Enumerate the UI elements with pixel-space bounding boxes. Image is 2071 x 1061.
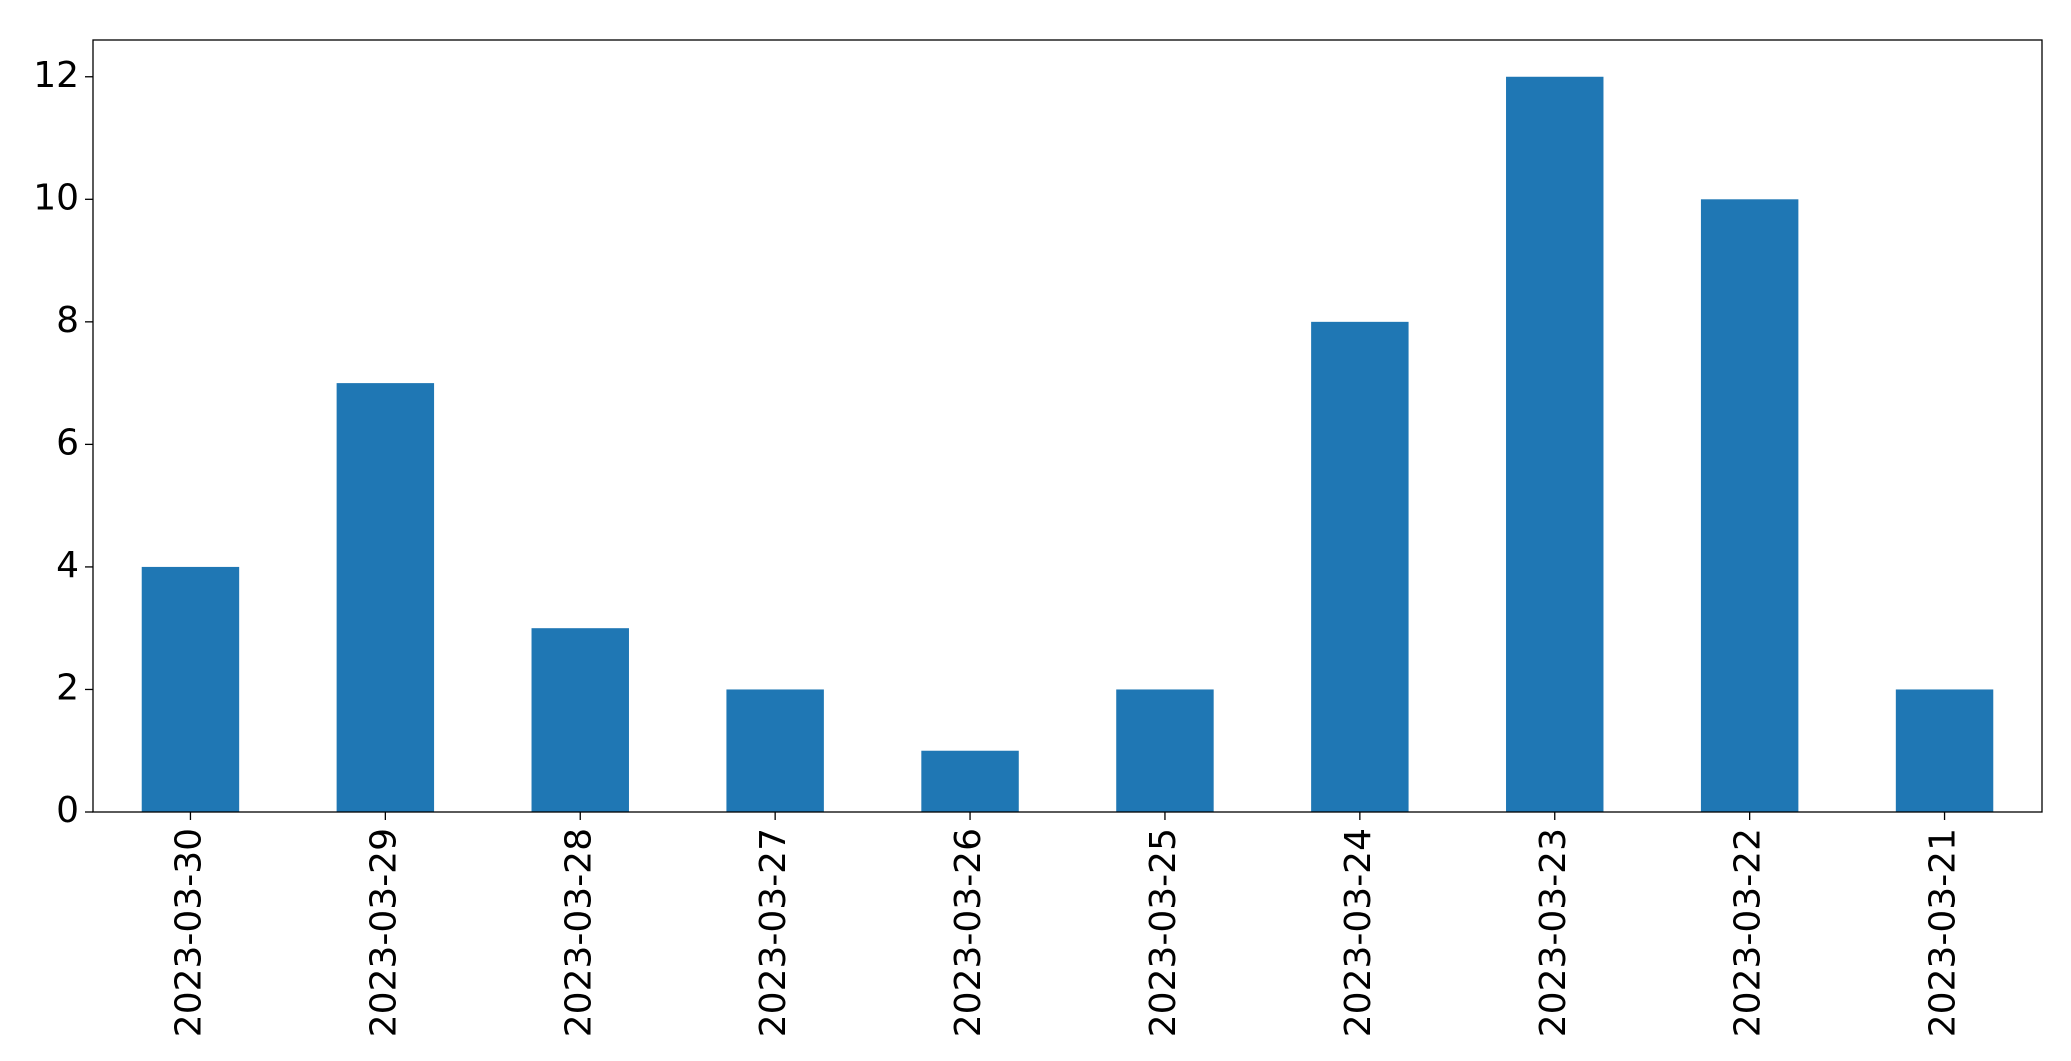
bar <box>1700 199 1799 813</box>
y-tick-label: 4 <box>56 545 79 586</box>
y-tick-label: 6 <box>56 422 79 463</box>
x-tick-label: 2023-03-21 <box>1923 828 1964 1037</box>
x-tick-label: 2023-03-22 <box>1728 828 1769 1037</box>
x-tick-label: 2023-03-25 <box>1143 828 1184 1037</box>
bar <box>921 750 1019 812</box>
plot-frame <box>92 39 2043 813</box>
bar <box>1895 689 1994 812</box>
x-tick-label: 2023-03-24 <box>1338 828 1379 1037</box>
y-tick-label: 12 <box>33 55 79 96</box>
bar <box>1311 321 1409 812</box>
bar <box>1506 76 1604 812</box>
x-tick-label: 2023-03-27 <box>753 828 794 1037</box>
y-tick-label: 10 <box>33 177 79 218</box>
y-tick-label: 0 <box>56 790 79 831</box>
bar <box>1116 689 1214 812</box>
y-tick-label: 2 <box>56 667 79 708</box>
y-tick-label: 8 <box>56 300 79 341</box>
x-tick-label: 2023-03-23 <box>1533 828 1574 1037</box>
x-tick-label: 2023-03-28 <box>558 828 599 1037</box>
bar <box>531 628 629 812</box>
bar <box>726 689 824 812</box>
x-tick-label: 2023-03-30 <box>168 828 209 1037</box>
x-tick-label: 2023-03-29 <box>363 828 404 1037</box>
x-tick-label: 2023-03-26 <box>948 828 989 1037</box>
bar <box>336 383 435 812</box>
bar <box>141 566 240 812</box>
